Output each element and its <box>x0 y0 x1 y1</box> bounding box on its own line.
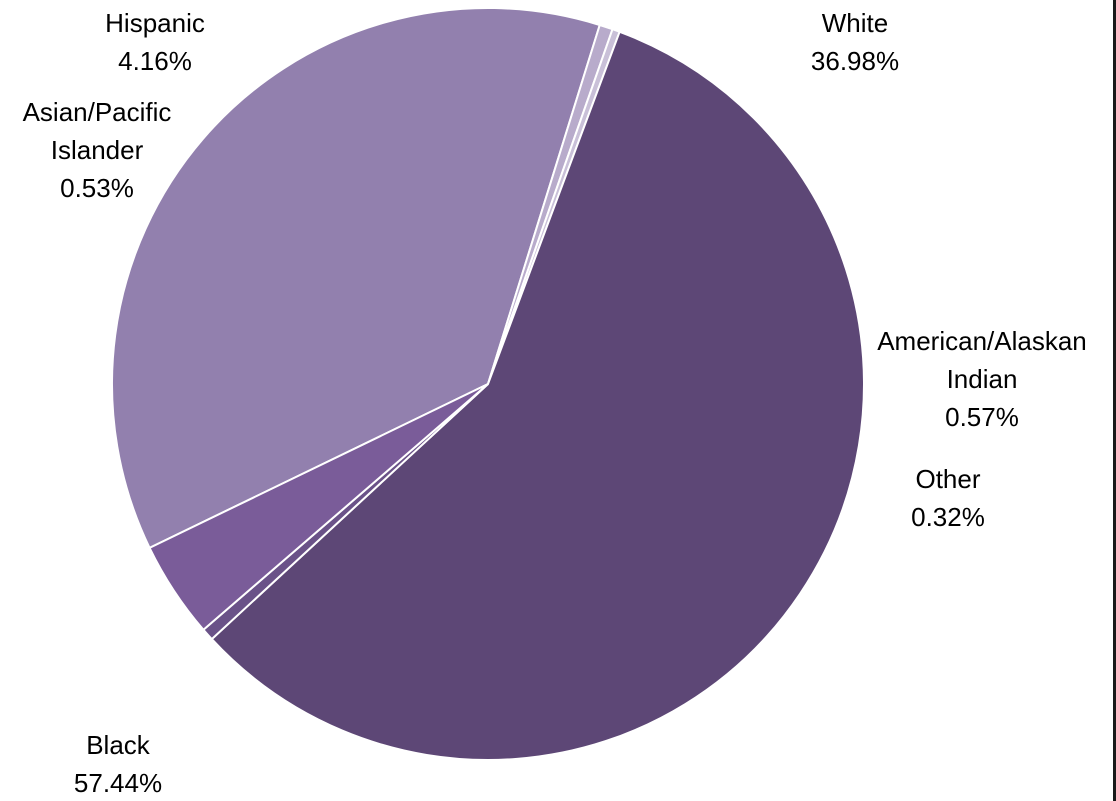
slice-hispanic <box>148 383 489 632</box>
slice-black <box>210 30 865 761</box>
label-white: White 36.98% <box>811 8 899 76</box>
label-value: 57.44% <box>74 768 162 798</box>
pie-slices <box>111 7 865 761</box>
label-category: American/Alaskan <box>877 326 1087 356</box>
label-category: Asian/Pacific <box>23 97 172 127</box>
label-category: White <box>822 8 888 38</box>
slice-white <box>111 7 601 550</box>
label-category: Hispanic <box>105 8 205 38</box>
label-american-alaskan-indian: American/Alaskan Indian 0.57% <box>877 326 1087 432</box>
label-category: Black <box>86 730 151 760</box>
label-value: 0.32% <box>911 502 985 532</box>
label-value: 4.16% <box>118 46 192 76</box>
label-value: 0.53% <box>60 173 134 203</box>
label-category: Islander <box>51 135 144 165</box>
label-category: Indian <box>947 364 1018 394</box>
label-hispanic: Hispanic 4.16% <box>105 8 205 76</box>
label-black: Black 57.44% <box>74 730 162 798</box>
label-other: Other 0.32% <box>911 464 985 532</box>
label-asian-pacific-islander: Asian/Pacific Islander 0.53% <box>23 97 172 203</box>
label-value: 0.57% <box>945 402 1019 432</box>
pie-labels: White 36.98% American/Alaskan Indian 0.57% Ot… <box>23 8 1087 798</box>
label-value: 36.98% <box>811 46 899 76</box>
label-category: Other <box>915 464 980 494</box>
